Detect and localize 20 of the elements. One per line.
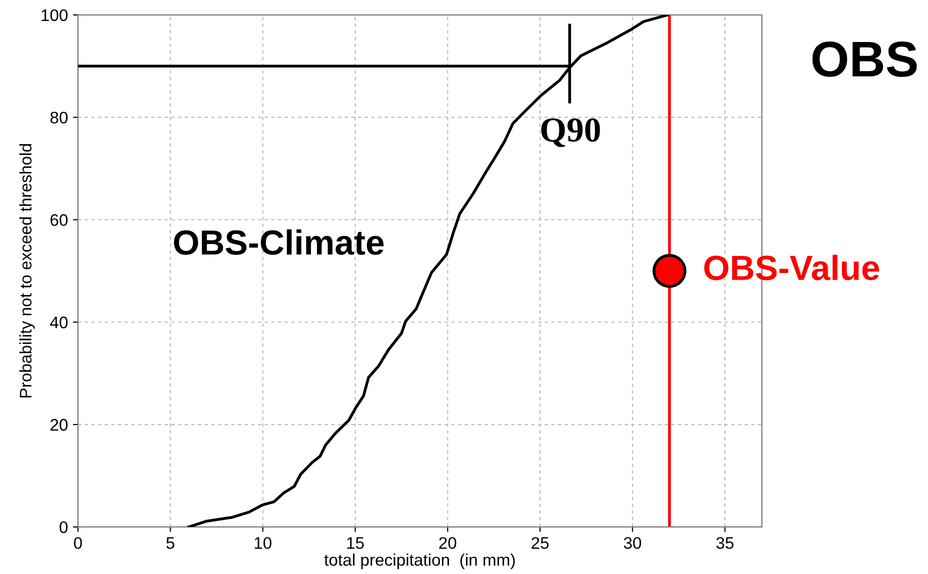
y-tick-label: 100 — [42, 9, 68, 22]
y-tick-label: 0 — [60, 521, 68, 534]
y-axis-title: Probability not to exceed threshold — [19, 144, 35, 398]
x-tick-label: 20 — [439, 537, 456, 549]
y-tick-label: 80 — [50, 112, 68, 124]
y-tick-label: 40 — [50, 316, 68, 328]
x-tick-label: 15 — [347, 537, 364, 549]
text: OBS — [812, 42, 917, 77]
y-tick-label: 20 — [50, 418, 68, 431]
x-tick-label: 25 — [532, 537, 549, 549]
annotation: Q90 — [541, 118, 600, 148]
x-tick-label: 0 — [74, 537, 82, 549]
y-tick-label: 60 — [50, 214, 68, 226]
x-tick-label: 30 — [624, 537, 642, 549]
x-tick-label: 35 — [716, 537, 734, 549]
series-label: OBS-Climate — [174, 229, 384, 255]
x-tick-label: 10 — [254, 537, 272, 549]
x-tick-label: 5 — [166, 537, 174, 549]
x-axis-title: total precipitation (in mm) — [324, 554, 515, 570]
series-label: OBS-Value — [704, 254, 880, 280]
